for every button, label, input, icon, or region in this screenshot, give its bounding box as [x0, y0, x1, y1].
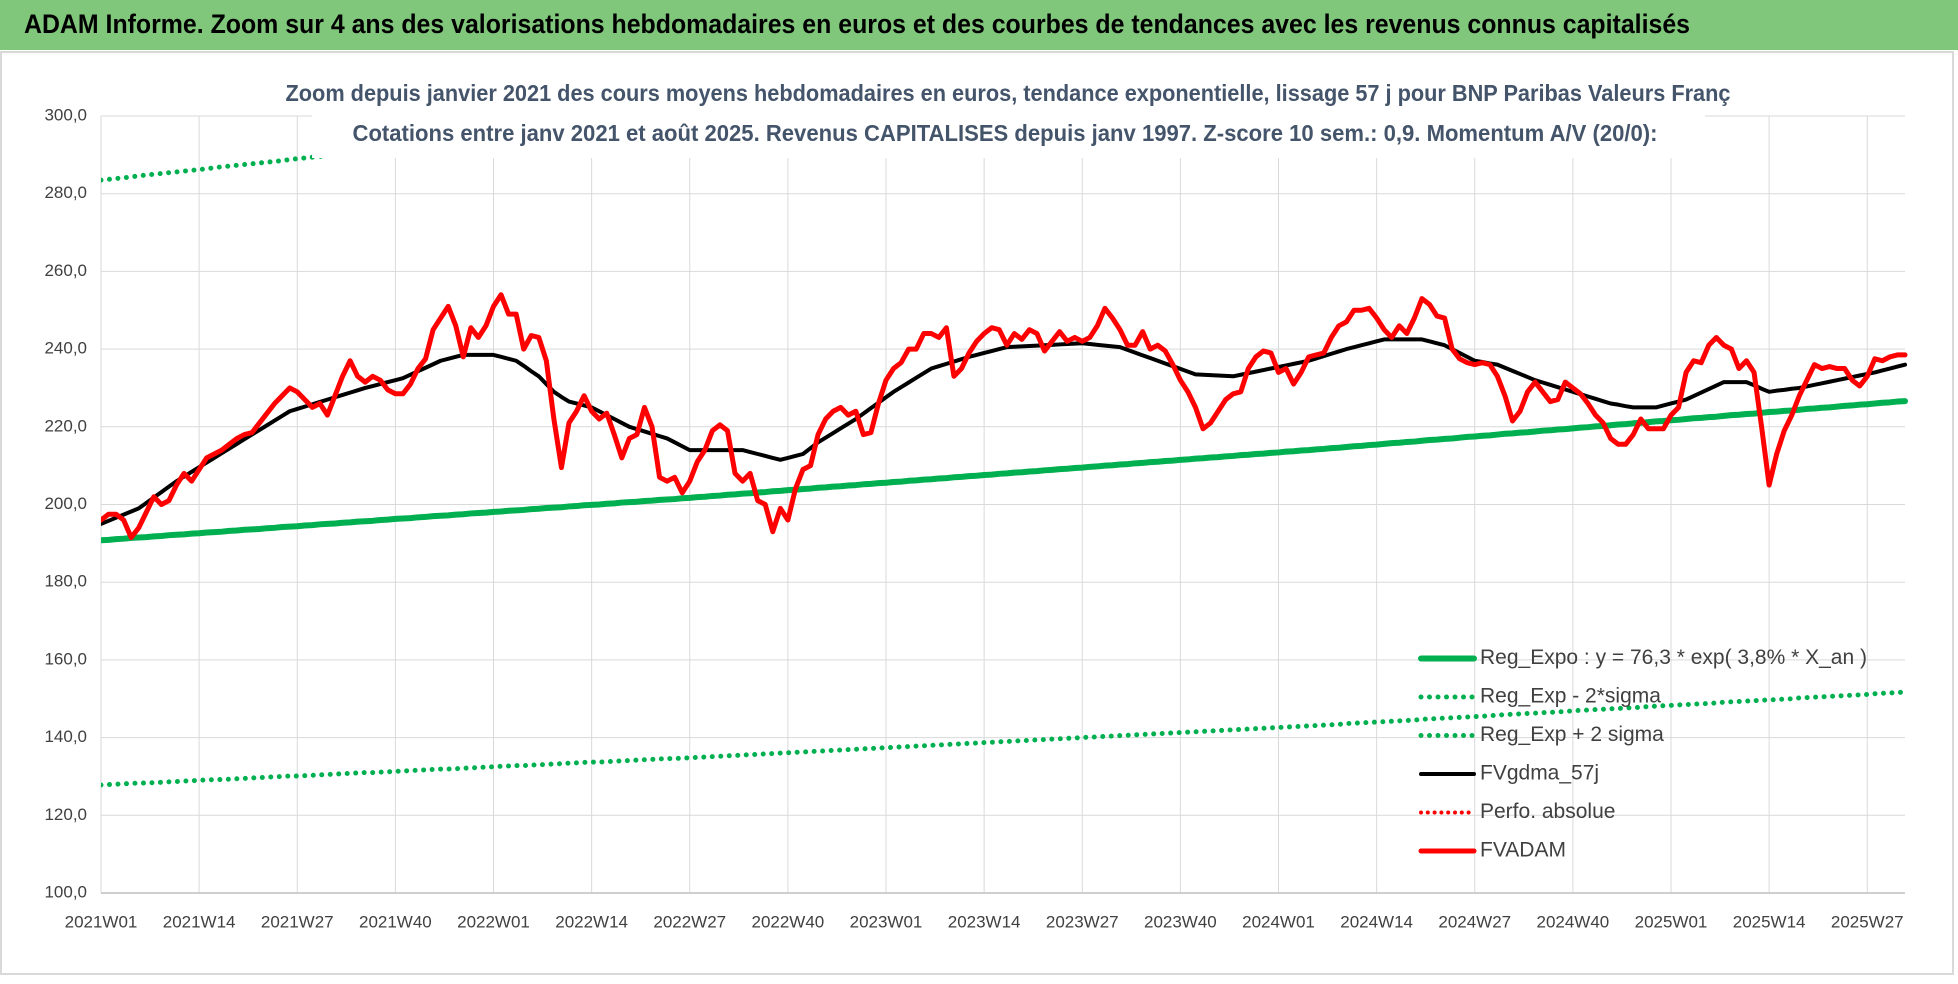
y-tick-label: 280,0: [44, 183, 87, 202]
y-tick-label: 200,0: [44, 494, 87, 513]
series-line: [101, 689, 1908, 788]
legend-label: Reg_Exp - 2*sigma: [1480, 685, 1661, 708]
legend-label: Reg_Exp + 2 sigma: [1480, 723, 1664, 746]
x-tick-label: 2022W27: [653, 912, 726, 931]
chart-subtitle: Cotations entre janv 2021 et août 2025. …: [353, 120, 1658, 146]
y-tick-label: 300,0: [44, 105, 87, 124]
legend-label: FVADAM: [1480, 839, 1566, 862]
plot-area: [101, 113, 1908, 788]
y-tick-label: 140,0: [44, 727, 87, 746]
x-tick-label: 2025W01: [1635, 912, 1708, 931]
x-tick-label: 2023W14: [948, 912, 1021, 931]
y-tick-label: 220,0: [44, 416, 87, 435]
y-tick-label: 260,0: [44, 261, 87, 280]
x-tick-label: 2021W27: [261, 912, 334, 931]
y-tick-label: 120,0: [44, 805, 87, 824]
y-tick-label: 100,0: [44, 882, 87, 901]
x-tick-label: 2025W14: [1733, 912, 1806, 931]
y-tick-label: 160,0: [44, 649, 87, 668]
chart-title: Zoom depuis janvier 2021 des cours moyen…: [286, 80, 1731, 106]
y-tick-label: 240,0: [44, 339, 87, 358]
legend-label: Reg_Expo : y = 76,3 * exp( 3,8% * X_an ): [1480, 646, 1867, 669]
x-tick-label: 2023W40: [1144, 912, 1217, 931]
x-tick-label: 2024W27: [1438, 912, 1511, 931]
series-line: [101, 337, 1907, 526]
x-tick-label: 2024W14: [1340, 912, 1413, 931]
header-bar: [0, 0, 1958, 50]
x-tick-label: 2024W01: [1242, 912, 1315, 931]
legend: Reg_Expo : y = 76,3 * exp( 3,8% * X_an )…: [1418, 646, 1867, 862]
x-tick-label: 2024W40: [1536, 912, 1609, 931]
x-tick-label: 2023W27: [1046, 912, 1119, 931]
y-tick-label: 180,0: [44, 572, 87, 591]
legend-label: FVgdma_57j: [1480, 762, 1599, 785]
x-tick-label: 2022W01: [457, 912, 530, 931]
legend-label: Perfo. absolue: [1480, 800, 1615, 823]
axes: 100,0 120,0 140,0 160,0 180,0 200,0 220,0 240,0…: [44, 105, 1905, 931]
x-tick-label: 2021W01: [65, 912, 138, 931]
x-tick-label: 2021W14: [163, 912, 236, 931]
series-line: [101, 292, 1908, 541]
x-tick-label: 2022W40: [751, 912, 824, 931]
x-tick-label: 2021W40: [359, 912, 432, 931]
title-backdrop: [312, 74, 1705, 158]
header-title: ADAM Informe. Zoom sur 4 ans des valoris…: [24, 9, 1690, 39]
x-tick-label: 2022W14: [555, 912, 628, 931]
chart-frame: [0, 51, 1954, 975]
x-tick-label: 2025W27: [1831, 912, 1904, 931]
x-tick-label: 2023W01: [850, 912, 923, 931]
